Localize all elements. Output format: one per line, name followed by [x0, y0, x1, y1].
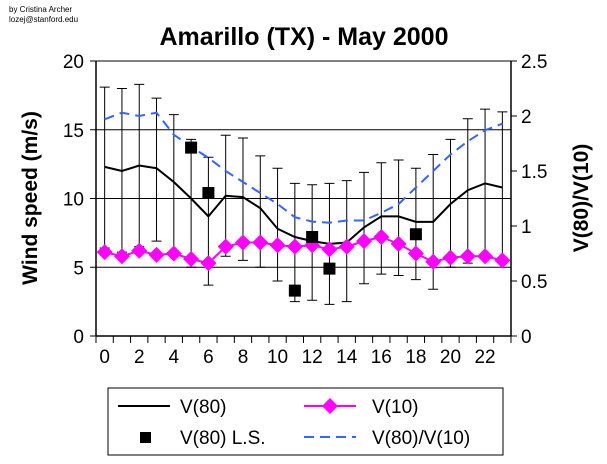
legend-label-v80ls: V(80) L.S.: [180, 428, 266, 449]
credit-name: by Cristina Archer: [9, 5, 73, 14]
v80-ls-point: [288, 284, 301, 297]
x-tick-label: 16: [371, 347, 392, 368]
legend-diamond-v10: [322, 398, 338, 414]
y2-axis-label: V(80)/V(10): [570, 144, 593, 253]
v10-point: [252, 234, 269, 251]
v80-ls-point: [202, 187, 215, 199]
ratio-line: [104, 111, 503, 224]
y2-tick-label: 2.5: [521, 52, 547, 73]
v10-point: [494, 252, 511, 269]
y2-tick-label: 1.5: [521, 162, 547, 183]
v80-ls-point: [185, 141, 198, 154]
v10-point: [96, 244, 113, 261]
y-tick-label: 10: [63, 190, 84, 211]
v10-point: [338, 238, 355, 255]
y-tick-label: 15: [63, 121, 84, 142]
v80-ls-point: [409, 228, 422, 241]
x-tick-label: 4: [169, 347, 180, 368]
y2-tick-label: 1: [521, 217, 532, 238]
y-tick-label: 5: [73, 258, 84, 279]
v10-point: [459, 248, 476, 265]
v10-point: [269, 237, 286, 254]
v10-point: [321, 241, 338, 258]
v10-point: [442, 249, 459, 266]
y2-tick-label: 0.5: [521, 272, 547, 293]
y-axis-label: Wind speed (m/s): [19, 111, 42, 285]
chart-title: Amarillo (TX) - May 2000: [160, 23, 449, 51]
y2-tick-label: 0: [521, 327, 532, 348]
v10-point: [113, 248, 130, 265]
v10-point: [425, 253, 442, 270]
v10-point: [234, 234, 251, 251]
v80-ls-point: [306, 231, 319, 243]
x-tick-label: 14: [336, 347, 358, 368]
legend: V(80) V(10) V(80) L.S. V(80)/V(10): [107, 387, 504, 456]
x-tick-label: 0: [99, 347, 110, 368]
x-tick-label: 10: [267, 347, 288, 368]
v10-point: [148, 246, 165, 263]
v10-point: [477, 248, 494, 265]
v80-line: [104, 164, 503, 245]
x-tick-label: 18: [405, 347, 426, 368]
v10-point: [407, 245, 424, 262]
v10-point: [200, 255, 217, 272]
x-tick-label: 12: [302, 347, 323, 368]
v10-point: [373, 229, 390, 245]
credit-email: lozej@stanford.edu: [9, 15, 79, 24]
v10-point: [131, 242, 148, 259]
v10-point: [217, 238, 234, 255]
v10-point: [165, 245, 182, 262]
x-tick-label: 6: [203, 347, 214, 368]
v10-point: [183, 251, 200, 267]
y2-tick-label: 2: [521, 107, 532, 128]
legend-square-v80ls: [140, 432, 151, 443]
legend-label-v80: V(80): [180, 397, 226, 418]
x-tick-label: 2: [134, 347, 145, 368]
v10-point: [390, 235, 407, 252]
v80-ls-point: [323, 262, 336, 275]
author-credit: by Cristina Archer lozej@stanford.edu: [9, 5, 78, 25]
v10-line: [104, 235, 503, 265]
x-tick-label: 22: [474, 347, 495, 368]
legend-label-ratio: V(80)/V(10): [372, 428, 470, 449]
y-tick-label: 20: [63, 52, 84, 73]
y-tick-label: 0: [73, 327, 84, 348]
x-tick-label: 8: [238, 347, 249, 368]
legend-label-v10: V(10): [372, 397, 418, 418]
v10-point: [286, 238, 303, 255]
legend-box: [107, 387, 504, 456]
x-tick-label: 20: [440, 347, 461, 368]
v10-point: [356, 233, 373, 250]
